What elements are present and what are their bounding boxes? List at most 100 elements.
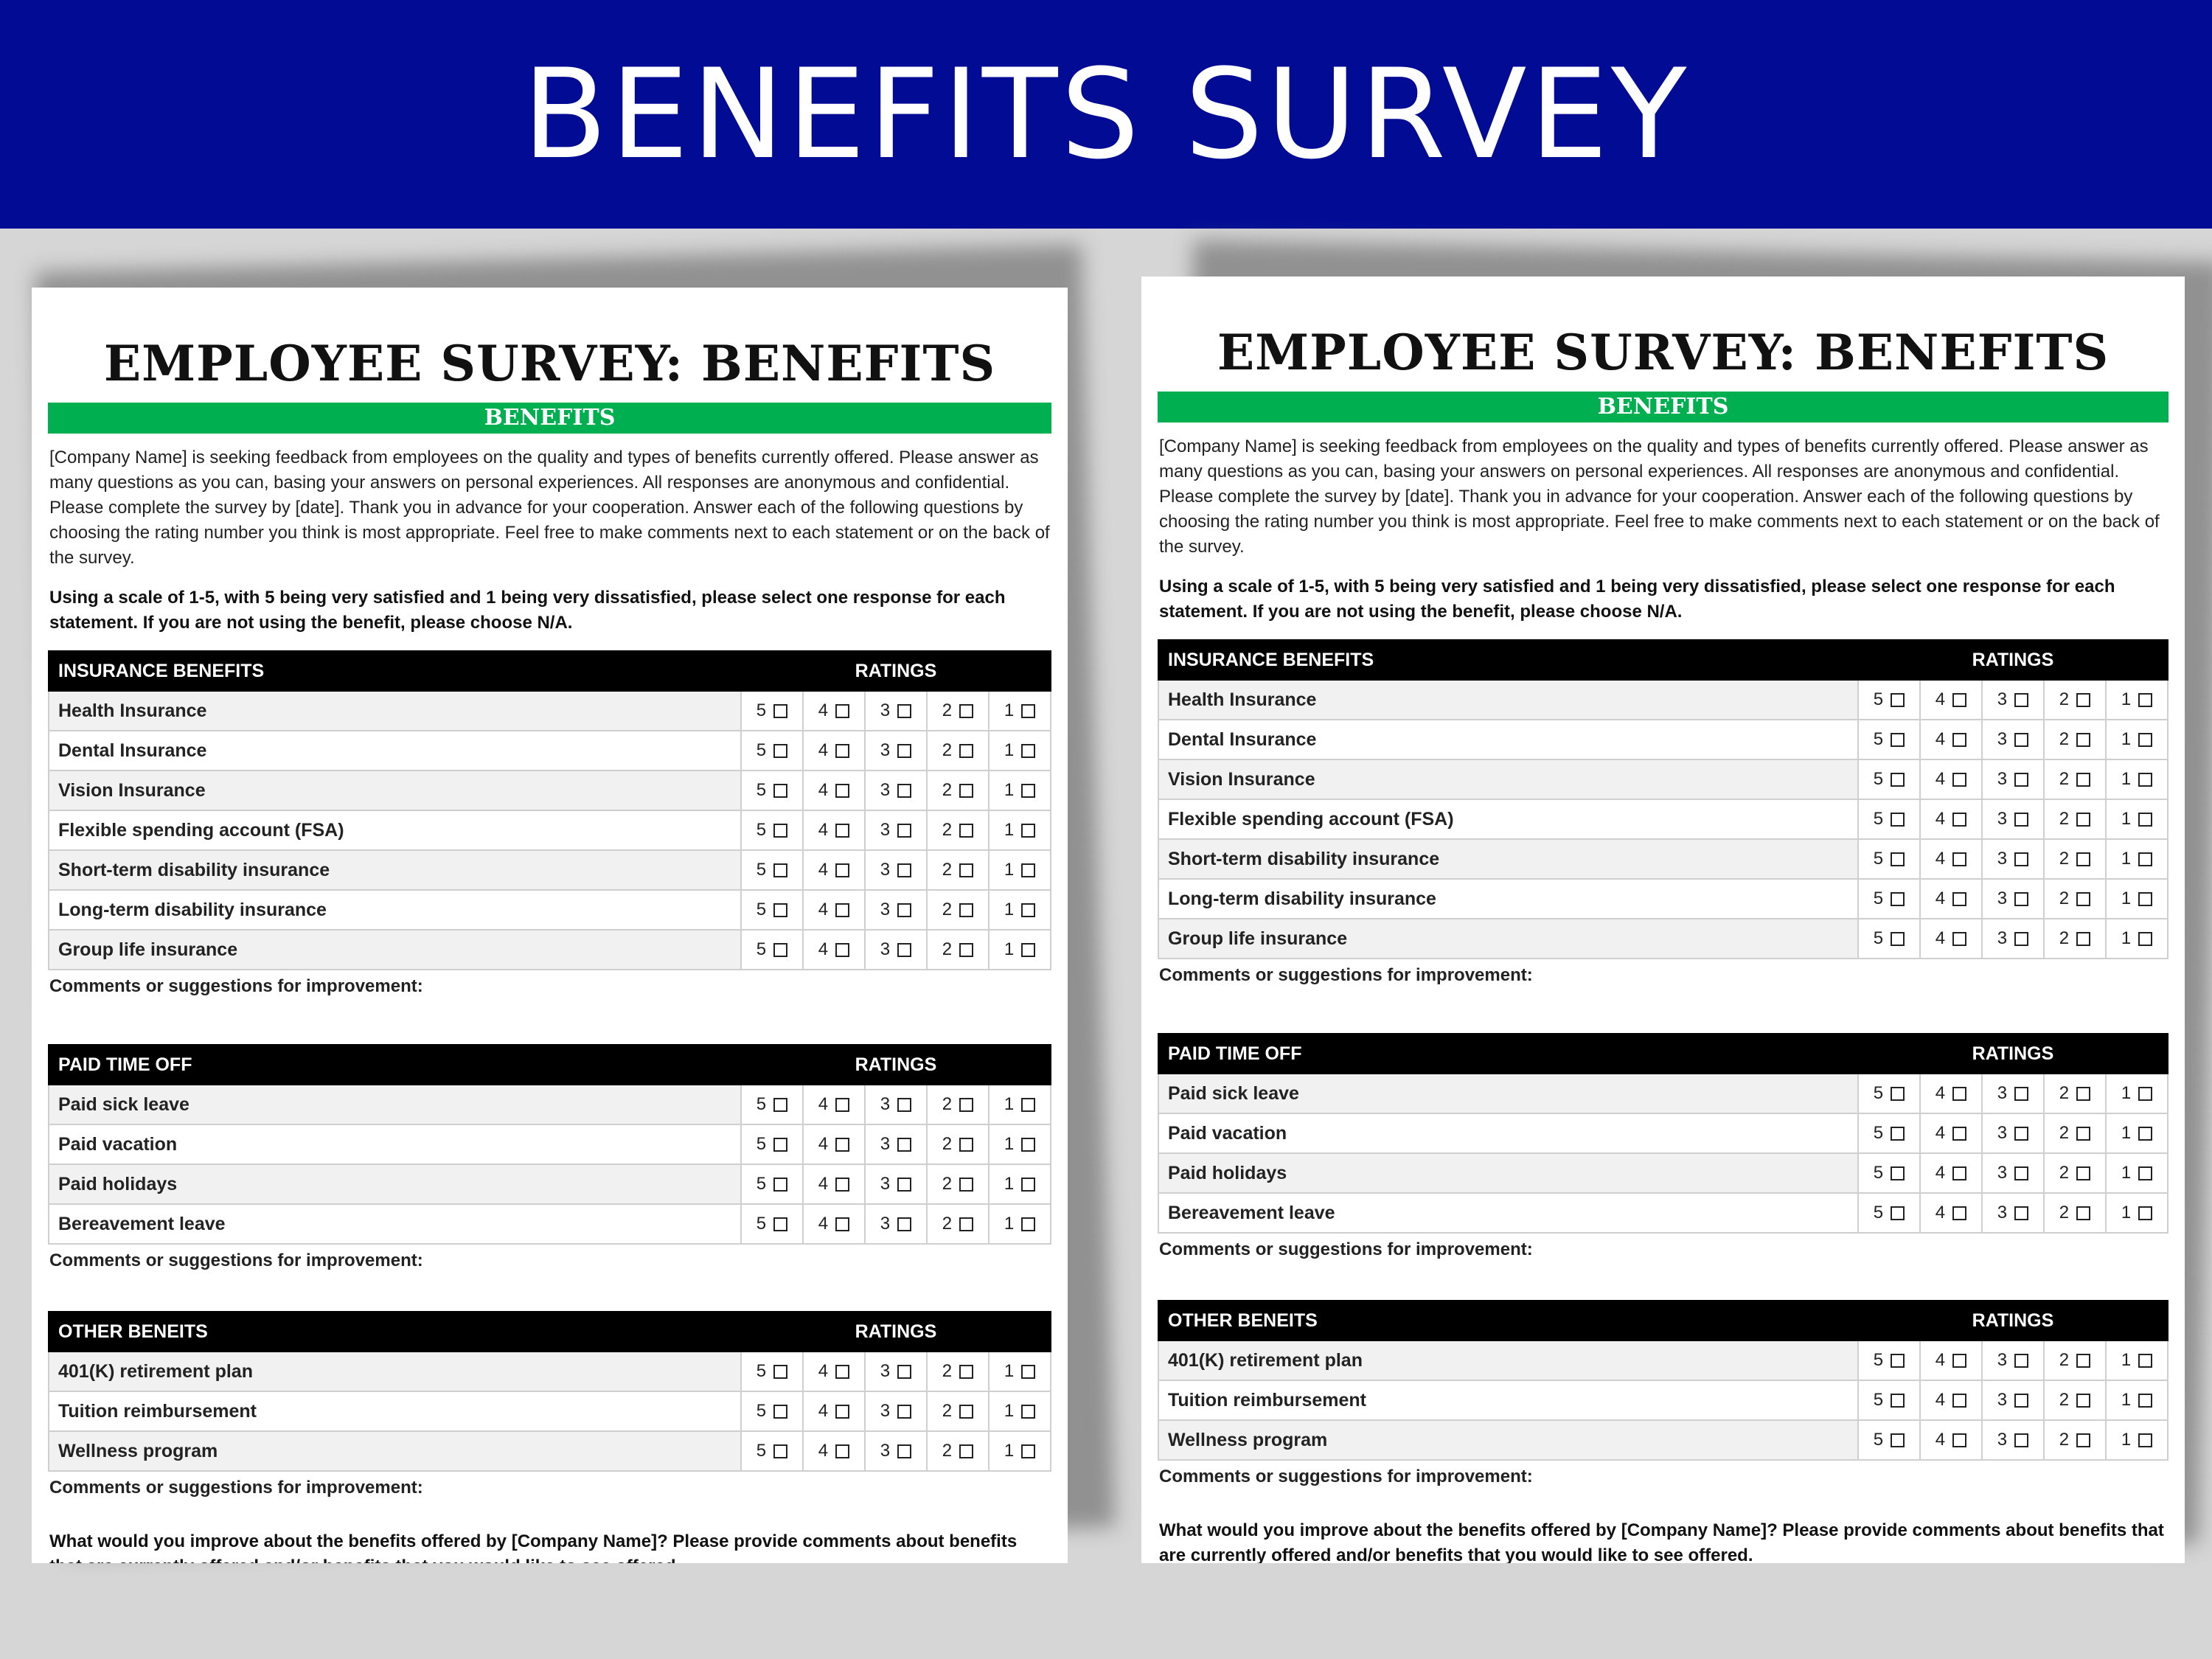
rating-checkbox[interactable]: [2014, 1166, 2029, 1181]
rating-checkbox[interactable]: [897, 863, 912, 878]
rating-checkbox[interactable]: [1021, 1405, 1036, 1419]
rating-checkbox[interactable]: [2138, 693, 2153, 708]
rating-checkbox[interactable]: [835, 704, 850, 719]
rating-checkbox[interactable]: [835, 863, 850, 878]
rating-checkbox[interactable]: [1952, 892, 1967, 907]
rating-checkbox[interactable]: [959, 1365, 974, 1380]
rating-checkbox[interactable]: [2014, 1433, 2029, 1448]
rating-checkbox[interactable]: [897, 1444, 912, 1459]
rating-checkbox[interactable]: [2076, 852, 2091, 867]
rating-checkbox[interactable]: [1891, 773, 1905, 787]
rating-checkbox[interactable]: [959, 943, 974, 958]
rating-checkbox[interactable]: [2076, 892, 2091, 907]
rating-checkbox[interactable]: [2076, 932, 2091, 947]
rating-checkbox[interactable]: [897, 1098, 912, 1113]
rating-checkbox[interactable]: [773, 744, 788, 759]
rating-checkbox[interactable]: [1891, 1206, 1905, 1221]
rating-checkbox[interactable]: [2014, 892, 2029, 907]
rating-checkbox[interactable]: [897, 784, 912, 799]
rating-checkbox[interactable]: [1021, 903, 1036, 918]
rating-checkbox[interactable]: [835, 744, 850, 759]
rating-checkbox[interactable]: [773, 903, 788, 918]
rating-checkbox[interactable]: [1021, 1098, 1036, 1113]
rating-checkbox[interactable]: [773, 1444, 788, 1459]
rating-checkbox[interactable]: [773, 1405, 788, 1419]
rating-checkbox[interactable]: [1021, 1178, 1036, 1192]
rating-checkbox[interactable]: [897, 704, 912, 719]
rating-checkbox[interactable]: [2138, 1354, 2153, 1368]
rating-checkbox[interactable]: [773, 784, 788, 799]
rating-checkbox[interactable]: [1952, 1354, 1967, 1368]
rating-checkbox[interactable]: [1021, 863, 1036, 878]
rating-checkbox[interactable]: [1891, 813, 1905, 827]
rating-checkbox[interactable]: [959, 1444, 974, 1459]
rating-checkbox[interactable]: [1021, 1217, 1036, 1232]
rating-checkbox[interactable]: [2138, 813, 2153, 827]
rating-checkbox[interactable]: [2138, 1127, 2153, 1141]
rating-checkbox[interactable]: [773, 824, 788, 838]
rating-checkbox[interactable]: [1952, 1433, 1967, 1448]
rating-checkbox[interactable]: [2014, 852, 2029, 867]
rating-checkbox[interactable]: [959, 1178, 974, 1192]
rating-checkbox[interactable]: [2138, 733, 2153, 748]
rating-checkbox[interactable]: [959, 744, 974, 759]
rating-checkbox[interactable]: [1021, 1138, 1036, 1152]
rating-checkbox[interactable]: [1891, 1087, 1905, 1102]
rating-checkbox[interactable]: [1021, 1444, 1036, 1459]
rating-checkbox[interactable]: [1952, 1166, 1967, 1181]
rating-checkbox[interactable]: [2138, 773, 2153, 787]
rating-checkbox[interactable]: [1021, 784, 1036, 799]
rating-checkbox[interactable]: [1952, 1206, 1967, 1221]
rating-checkbox[interactable]: [2076, 733, 2091, 748]
rating-checkbox[interactable]: [2138, 1433, 2153, 1448]
rating-checkbox[interactable]: [1891, 1166, 1905, 1181]
rating-checkbox[interactable]: [835, 903, 850, 918]
rating-checkbox[interactable]: [2076, 1087, 2091, 1102]
rating-checkbox[interactable]: [1891, 932, 1905, 947]
rating-checkbox[interactable]: [2014, 1354, 2029, 1368]
rating-checkbox[interactable]: [897, 1365, 912, 1380]
rating-checkbox[interactable]: [2076, 1127, 2091, 1141]
rating-checkbox[interactable]: [959, 1098, 974, 1113]
rating-checkbox[interactable]: [1952, 813, 1967, 827]
rating-checkbox[interactable]: [959, 824, 974, 838]
rating-checkbox[interactable]: [2014, 693, 2029, 708]
rating-checkbox[interactable]: [1891, 1354, 1905, 1368]
rating-checkbox[interactable]: [1891, 1394, 1905, 1408]
rating-checkbox[interactable]: [773, 1217, 788, 1232]
rating-checkbox[interactable]: [959, 1138, 974, 1152]
rating-checkbox[interactable]: [2014, 932, 2029, 947]
rating-checkbox[interactable]: [1021, 824, 1036, 838]
rating-checkbox[interactable]: [2014, 813, 2029, 827]
rating-checkbox[interactable]: [1891, 693, 1905, 708]
rating-checkbox[interactable]: [2014, 733, 2029, 748]
rating-checkbox[interactable]: [773, 1098, 788, 1113]
rating-checkbox[interactable]: [2138, 1166, 2153, 1181]
rating-checkbox[interactable]: [2138, 1394, 2153, 1408]
rating-checkbox[interactable]: [2076, 813, 2091, 827]
rating-checkbox[interactable]: [1891, 733, 1905, 748]
rating-checkbox[interactable]: [2138, 1087, 2153, 1102]
rating-checkbox[interactable]: [2014, 1127, 2029, 1141]
rating-checkbox[interactable]: [2076, 773, 2091, 787]
rating-checkbox[interactable]: [2014, 773, 2029, 787]
rating-checkbox[interactable]: [1952, 1127, 1967, 1141]
rating-checkbox[interactable]: [897, 1217, 912, 1232]
rating-checkbox[interactable]: [959, 704, 974, 719]
rating-checkbox[interactable]: [1952, 733, 1967, 748]
rating-checkbox[interactable]: [1891, 892, 1905, 907]
rating-checkbox[interactable]: [2076, 1354, 2091, 1368]
rating-checkbox[interactable]: [1952, 773, 1967, 787]
rating-checkbox[interactable]: [835, 784, 850, 799]
rating-checkbox[interactable]: [2014, 1206, 2029, 1221]
rating-checkbox[interactable]: [835, 1098, 850, 1113]
rating-checkbox[interactable]: [835, 1405, 850, 1419]
rating-checkbox[interactable]: [2138, 1206, 2153, 1221]
rating-checkbox[interactable]: [2076, 693, 2091, 708]
rating-checkbox[interactable]: [959, 863, 974, 878]
rating-checkbox[interactable]: [1021, 744, 1036, 759]
rating-checkbox[interactable]: [835, 943, 850, 958]
rating-checkbox[interactable]: [835, 1444, 850, 1459]
rating-checkbox[interactable]: [1021, 704, 1036, 719]
rating-checkbox[interactable]: [959, 1405, 974, 1419]
